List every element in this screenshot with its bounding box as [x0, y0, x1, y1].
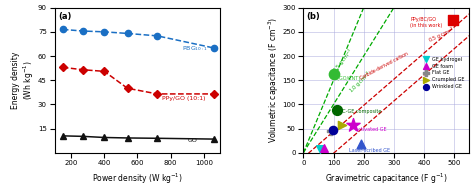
Text: 1.0 g cm$^{-3}$: 1.0 g cm$^{-3}$	[347, 69, 374, 96]
Text: PBG$_{10:1}$: PBG$_{10:1}$	[182, 44, 209, 53]
Point	[330, 72, 337, 75]
Text: 0.5 g cm$^{-3}$: 0.5 g cm$^{-3}$	[427, 25, 457, 46]
Point	[316, 147, 324, 151]
Text: r(GO/CNT): r(GO/CNT)	[336, 76, 361, 81]
Text: PPy/GO (10:1): PPy/GO (10:1)	[162, 96, 206, 101]
X-axis label: Power density (W kg$^{-1}$): Power density (W kg$^{-1}$)	[92, 172, 183, 186]
Legend: GE hydrogel, GE foam, Flat GE, Crumpled GE, Wrinkled GE: GE hydrogel, GE foam, Flat GE, Crumpled …	[419, 55, 467, 91]
Point	[327, 129, 334, 132]
Text: Activated GE: Activated GE	[355, 127, 387, 132]
Point	[338, 124, 346, 127]
Point	[357, 142, 365, 146]
Text: PPy/BC/GO
(in this work): PPy/BC/GO (in this work)	[410, 17, 443, 28]
Point	[349, 123, 356, 126]
Text: 1.5 g cm$^{-3}$: 1.5 g cm$^{-3}$	[330, 47, 356, 75]
Text: Carbide-derived carbon: Carbide-derived carbon	[359, 52, 409, 81]
Text: (b): (b)	[307, 12, 320, 21]
Text: AC-GE composite: AC-GE composite	[339, 109, 382, 114]
Point	[320, 146, 328, 150]
Point	[329, 128, 337, 131]
Point	[333, 109, 341, 112]
Y-axis label: Energy density
(Wh kg$^{-1}$): Energy density (Wh kg$^{-1}$)	[11, 52, 36, 109]
Text: (a): (a)	[58, 12, 71, 21]
Text: Laser-scribed GE: Laser-scribed GE	[348, 148, 390, 153]
X-axis label: Gravimetric capacitance (F g$^{-1}$): Gravimetric capacitance (F g$^{-1}$)	[325, 172, 448, 186]
Point	[449, 18, 456, 21]
Y-axis label: Volumetric capacitance (F cm$^{-3}$): Volumetric capacitance (F cm$^{-3}$)	[266, 17, 281, 143]
Text: GO: GO	[187, 138, 197, 143]
